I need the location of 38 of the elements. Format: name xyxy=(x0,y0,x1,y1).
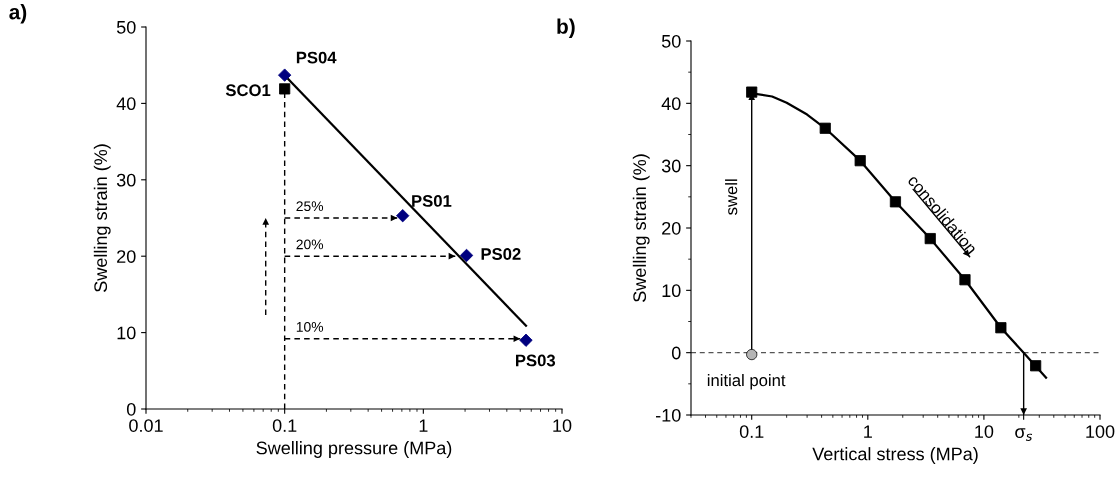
y-tick-label: 10 xyxy=(117,326,136,340)
annotation: PS01 xyxy=(412,195,452,207)
y-tick-label: 20 xyxy=(117,250,136,263)
y-tick-label: 40 xyxy=(661,97,681,111)
y-tick-label: 50 xyxy=(661,34,681,48)
y-tick-label: 20 xyxy=(662,221,681,235)
chart-title: a) xyxy=(9,4,27,24)
x-tick-label: 100 xyxy=(1086,425,1115,438)
x-tick-label: 0.01 xyxy=(129,419,163,432)
annotation: initial point xyxy=(707,373,786,390)
x-axis-title: Swelling pressure (MPa) xyxy=(256,441,452,458)
x-tick-label: 1 xyxy=(864,425,872,438)
y-tick-label: 10 xyxy=(662,284,681,298)
y-tick-label: 30 xyxy=(661,159,681,173)
x-tick-label: σ$_{s}$ xyxy=(1015,428,1033,441)
annotation: 25% xyxy=(296,201,324,212)
annotation: PS02 xyxy=(481,248,521,260)
x-tick-label: 1 xyxy=(419,419,428,432)
annotation: 10% xyxy=(296,321,324,332)
annotation: SCO1 xyxy=(225,84,271,97)
x-tick-label: 0.1 xyxy=(739,425,764,438)
x-tick-label: 0.1 xyxy=(272,419,297,432)
y-tick-label: 40 xyxy=(116,97,136,111)
x-tick-label: 10 xyxy=(553,419,572,432)
y-tick-label: -10 xyxy=(655,408,681,422)
annotation: PS04 xyxy=(296,51,337,64)
y-axis-title: Swelling strain (%) xyxy=(93,144,111,292)
x-tick-label: 10 xyxy=(975,425,994,438)
y-tick-label: 30 xyxy=(116,173,136,187)
y-tick-label: 0 xyxy=(126,402,136,416)
y-tick-label: 50 xyxy=(116,20,136,34)
x-axis-title: Vertical stress (MPa) xyxy=(812,447,978,464)
annotation: PS03 xyxy=(516,354,556,367)
annotation: swell xyxy=(725,179,738,215)
y-axis-title: Swelling strain (%) xyxy=(632,154,650,302)
annotation: 20% xyxy=(296,239,324,250)
y-tick-label: 0 xyxy=(671,346,681,360)
chart-title: b) xyxy=(557,18,575,38)
